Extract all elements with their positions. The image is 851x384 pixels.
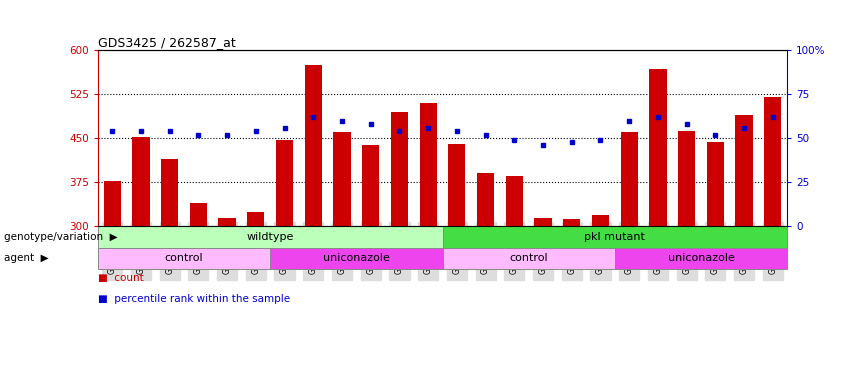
Bar: [707, 142, 724, 227]
Bar: [248, 212, 265, 227]
Bar: [276, 140, 293, 227]
Bar: [219, 218, 236, 227]
Bar: [448, 144, 465, 227]
Text: ■  percentile rank within the sample: ■ percentile rank within the sample: [98, 294, 290, 304]
Text: uniconazole: uniconazole: [667, 253, 734, 263]
Text: genotype/variation  ▶: genotype/variation ▶: [4, 232, 118, 242]
Bar: [334, 132, 351, 227]
Bar: [443, 227, 787, 248]
Bar: [391, 112, 408, 227]
Text: pkl mutant: pkl mutant: [585, 232, 645, 242]
Bar: [534, 218, 551, 227]
Bar: [161, 159, 178, 227]
Text: GDS3425 / 262587_at: GDS3425 / 262587_at: [98, 36, 236, 49]
Bar: [305, 65, 322, 227]
Bar: [104, 180, 121, 227]
Bar: [420, 103, 437, 227]
Bar: [649, 69, 666, 227]
Bar: [190, 203, 207, 227]
Bar: [505, 176, 523, 227]
Bar: [592, 215, 609, 227]
Bar: [735, 115, 753, 227]
Bar: [98, 248, 271, 269]
Bar: [477, 174, 494, 227]
Bar: [98, 227, 443, 248]
Text: agent  ▶: agent ▶: [4, 253, 49, 263]
Bar: [678, 131, 695, 227]
Bar: [133, 137, 150, 227]
Text: control: control: [165, 253, 203, 263]
Bar: [614, 248, 787, 269]
Bar: [563, 219, 580, 227]
Text: control: control: [510, 253, 548, 263]
Bar: [271, 248, 443, 269]
Bar: [363, 145, 380, 227]
Bar: [764, 97, 781, 227]
Bar: [620, 132, 638, 227]
Bar: [443, 248, 614, 269]
Text: uniconazole: uniconazole: [323, 253, 390, 263]
Text: ■  count: ■ count: [98, 273, 144, 283]
Text: wildtype: wildtype: [247, 232, 294, 242]
